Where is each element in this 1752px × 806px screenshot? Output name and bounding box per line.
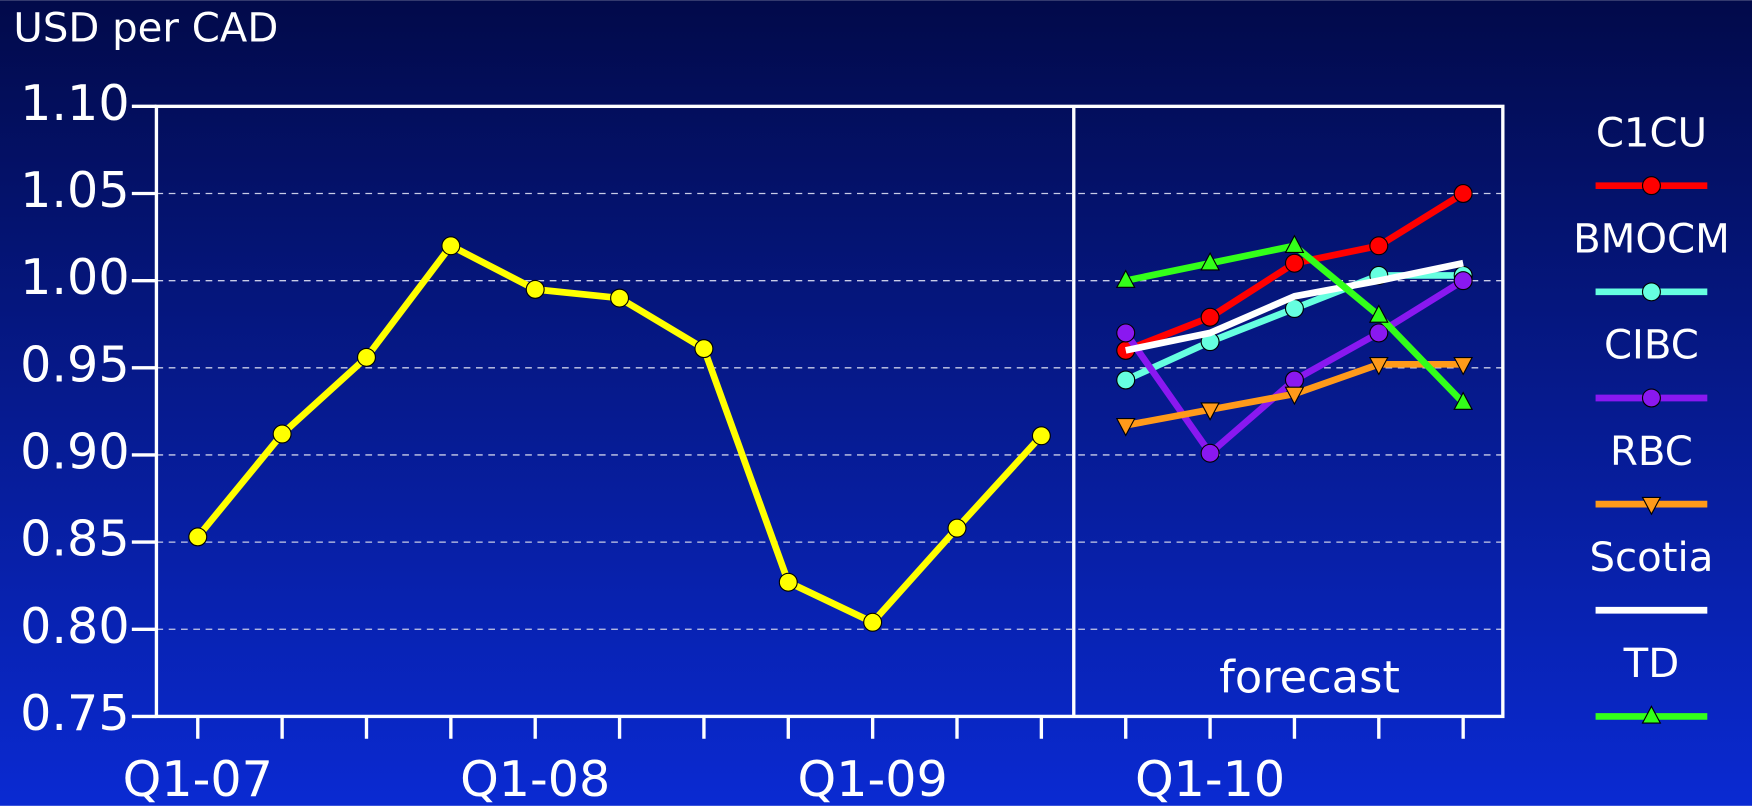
data-point [1200, 251, 1220, 271]
data-point [1453, 391, 1474, 410]
legend-label: Scotia [1590, 535, 1714, 581]
data-point [1200, 443, 1220, 463]
data-point [1200, 402, 1220, 421]
legend-marker [1641, 496, 1662, 516]
data-point [1453, 271, 1473, 291]
data-point [1369, 236, 1389, 256]
y-tick-label: 0.90 [20, 422, 129, 480]
data-point [1453, 184, 1473, 203]
data-point [1453, 357, 1474, 376]
y-tick-label: 0.80 [20, 597, 129, 655]
legend-marker [1641, 176, 1661, 196]
data-point [694, 339, 714, 359]
legend-label: CIBC [1604, 323, 1699, 369]
x-tick-label: Q1-09 [798, 750, 948, 806]
data-point [947, 518, 967, 538]
x-tick-label: Q1-07 [123, 750, 273, 806]
data-point [1116, 323, 1136, 343]
data-point [1284, 370, 1304, 390]
y-tick-label: 1.10 [20, 74, 129, 132]
y-tick-label: 1.05 [20, 161, 129, 219]
data-point [1115, 269, 1136, 288]
series-line [1125, 259, 1464, 354]
data-point [1368, 304, 1389, 323]
data-point [188, 527, 208, 547]
legend-marker [1641, 388, 1661, 408]
data-point [272, 424, 292, 444]
legend-marker [1641, 705, 1662, 724]
x-tick-label: Q1-10 [1135, 750, 1285, 806]
data-point [356, 347, 376, 367]
data-point [610, 288, 630, 308]
legend-label: C1CU [1596, 110, 1707, 156]
plot-frame [154, 104, 1505, 719]
data-point [1284, 253, 1304, 273]
data-point [863, 612, 883, 632]
legend-label: TD [1623, 641, 1680, 687]
data-point [778, 572, 798, 592]
data-point [1284, 386, 1305, 406]
legend-label: BMOCM [1573, 217, 1730, 263]
chart-title: USD per CAD [13, 5, 278, 51]
y-tick-label: 1.00 [20, 248, 129, 306]
legend-label: RBC [1610, 429, 1693, 475]
legend-marker [1641, 282, 1661, 302]
y-tick-label: 0.75 [20, 684, 129, 742]
y-tick-label: 0.85 [20, 510, 129, 568]
x-tick-label: Q1-08 [460, 750, 610, 806]
data-point [525, 279, 545, 299]
data-point [1284, 234, 1305, 254]
data-point [1115, 418, 1136, 437]
data-point [1368, 357, 1389, 376]
y-tick-label: 0.95 [20, 335, 129, 393]
data-point [441, 236, 461, 256]
data-point [1369, 323, 1389, 343]
data-point [1031, 426, 1051, 446]
forecast-label: forecast [1219, 652, 1400, 704]
data-point [1116, 370, 1136, 390]
data-point [1200, 307, 1220, 327]
